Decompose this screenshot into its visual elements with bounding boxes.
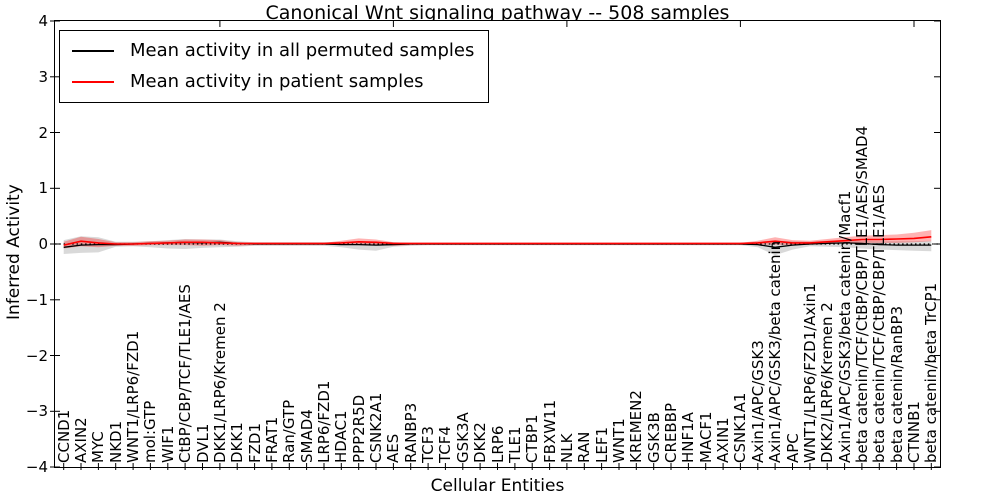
- x-tick-label: MACF1: [697, 411, 715, 463]
- x-tick-label: RAN: [575, 431, 593, 463]
- legend-entry-patient: Mean activity in patient samples: [72, 71, 474, 93]
- y-tick-label: 3: [38, 68, 48, 86]
- x-tick-label: mol:GTP: [141, 400, 159, 463]
- permuted-confidence-band: [63, 236, 932, 256]
- x-tick-label: AES: [384, 433, 402, 463]
- legend-entry-permuted: Mean activity in all permuted samples: [72, 40, 474, 62]
- x-tick-label: DVL1: [194, 423, 212, 463]
- y-tick-label: 0: [38, 235, 48, 253]
- x-tick-label: Axin1/APC/GSK3/beta catenin/Macf1: [836, 190, 854, 463]
- x-tick-label: CSNK1A1: [731, 392, 749, 463]
- x-tick-label: Axin1/APC/GSK3/beta catenin: [766, 240, 784, 463]
- x-tick-label: WNT1: [610, 418, 628, 463]
- x-tick-label: SMAD4: [298, 409, 316, 463]
- x-tick-label: DKK2/LRP6/Kremen 2: [818, 302, 836, 463]
- red-line-icon: [72, 81, 114, 83]
- x-tick-label: APC: [784, 433, 802, 463]
- x-tick-label: LEF1: [593, 426, 611, 463]
- x-tick-label: TCF4: [436, 426, 454, 463]
- x-tick-label: DKK2: [471, 422, 489, 463]
- x-tick-label: NLK: [558, 433, 576, 463]
- x-tick-label: beta catenin/RanBP3: [888, 305, 906, 463]
- x-tick-label: CTNNB1: [905, 401, 923, 463]
- y-tick-label: 4: [38, 12, 48, 30]
- y-tick-label: −3: [25, 402, 48, 420]
- x-tick-label: RANBP3: [402, 402, 420, 463]
- x-axis-label: Cellular Entities: [430, 476, 565, 496]
- legend-label-permuted: Mean activity in all permuted samples: [130, 40, 475, 61]
- plot-canvas: [50, 20, 940, 470]
- y-tick-label: −2: [25, 347, 48, 365]
- y-tick-label: 2: [38, 124, 48, 142]
- x-tick-label: CTBP1: [523, 414, 541, 463]
- legend: Mean activity in all permuted samples Me…: [59, 30, 490, 103]
- x-tick-label: AXIN2: [72, 417, 90, 463]
- black-line-icon: [72, 50, 114, 52]
- x-tick-label: CCND1: [55, 409, 73, 463]
- x-tick-label: MYC: [89, 431, 107, 463]
- x-tick-label: FBXW11: [541, 399, 559, 463]
- x-tick-label: HDAC1: [332, 410, 350, 463]
- x-tick-label: Ran/GTP: [280, 399, 298, 463]
- chart-title: Canonical Wnt signaling pathway -- 508 s…: [265, 2, 730, 24]
- x-tick-label: GSK3A: [454, 412, 472, 463]
- x-tick-label: LRP6/FZD1: [315, 380, 333, 463]
- x-tick-label: LRP6: [489, 425, 507, 463]
- x-tick-label: beta catenin/TCF/CtBP/CBP/TLE1/AES/SMAD4: [853, 125, 871, 463]
- y-tick-label: −4: [25, 458, 48, 476]
- x-tick-label: FZD1: [246, 423, 264, 463]
- x-tick-label: WIF1: [159, 425, 177, 463]
- x-tick-label: DKK1: [228, 422, 246, 463]
- x-tick-label: HNF1A: [679, 412, 697, 463]
- x-tick-label: FRAT1: [263, 416, 281, 463]
- x-tick-label: DKK1/LRP6/Kremen 2: [211, 302, 229, 463]
- x-tick-label: CSNK2A1: [367, 392, 385, 463]
- y-tick-label: −1: [25, 291, 48, 309]
- x-tick-label: KREMEN2: [627, 390, 645, 463]
- x-tick-label: WNT1/LRP6/FZD1: [124, 330, 142, 463]
- x-tick-label: TLE1: [506, 426, 524, 463]
- x-tick-label: Axin1/APC/GSK3: [749, 340, 767, 463]
- x-tick-label: PPP2R5D: [350, 394, 368, 463]
- x-tick-label: CREBBP: [662, 403, 680, 463]
- x-tick-label: CtBP/CBP/TCF/TLE1/AES: [176, 284, 194, 463]
- patient-mean-line: [63, 236, 932, 246]
- x-tick-label: beta catenin/beta TrCP1: [922, 282, 940, 463]
- x-tick-label: AXIN1: [714, 417, 732, 463]
- x-tick-label: NKD1: [107, 420, 125, 463]
- x-tick-label: GSK3B: [645, 412, 663, 463]
- x-tick-label: TCF3: [419, 426, 437, 463]
- x-tick-label: WNT1/LRP6/FZD1/Axin1: [801, 283, 819, 463]
- y-tick-label: 1: [38, 179, 48, 197]
- x-tick-label: beta catenin/TCF/CtBP/CBP/TLE1/AES: [870, 184, 888, 463]
- legend-label-patient: Mean activity in patient samples: [130, 71, 424, 92]
